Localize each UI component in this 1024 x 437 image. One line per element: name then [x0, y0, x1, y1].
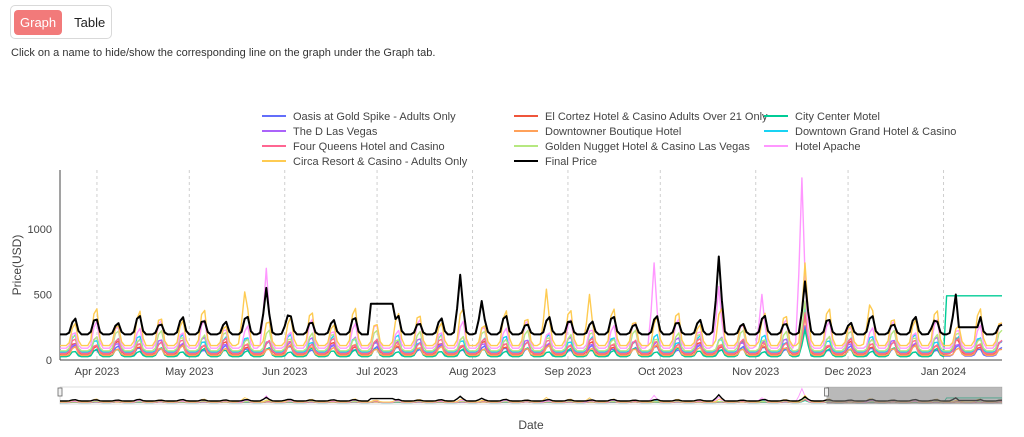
- x-tick-label: Aug 2023: [449, 366, 496, 378]
- series-line[interactable]: [60, 177, 1003, 349]
- series-line[interactable]: [60, 255, 1003, 336]
- legend-label: Four Queens Hotel and Casino: [293, 141, 445, 153]
- legend-label: The D Las Vegas: [293, 126, 378, 138]
- x-tick-label: May 2023: [165, 366, 213, 378]
- legend-label: Oasis at Gold Spike - Adults Only: [293, 111, 456, 123]
- range-shade: [826, 387, 1002, 404]
- legend-item[interactable]: Final Price: [514, 156, 597, 168]
- series-line[interactable]: [60, 312, 1003, 355]
- legend-label: Golden Nugget Hotel & Casino Las Vegas: [545, 141, 750, 153]
- series-line[interactable]: [60, 262, 1003, 347]
- range-handle[interactable]: [57, 387, 63, 397]
- legend-item[interactable]: Circa Resort & Casino - Adults Only: [262, 156, 468, 168]
- x-tick-label: Dec 2023: [825, 366, 872, 378]
- legend-label: Downtown Grand Hotel & Casino: [795, 126, 956, 138]
- y-tick-label: 0: [46, 355, 52, 367]
- legend-item[interactable]: Downtowner Boutique Hotel: [514, 126, 681, 138]
- y-tick-label: 500: [34, 289, 52, 301]
- y-tick-label: 1000: [28, 224, 52, 236]
- x-tick-label: Apr 2023: [75, 366, 120, 378]
- x-tick-label: Jul 2023: [356, 366, 398, 378]
- legend-item[interactable]: The D Las Vegas: [262, 126, 378, 138]
- legend-label: Final Price: [545, 156, 597, 168]
- y-axis-title: Price(USD): [10, 235, 24, 296]
- legend-item[interactable]: Hotel Apache: [764, 141, 860, 153]
- legend-label: Downtowner Boutique Hotel: [545, 126, 681, 138]
- legend: Oasis at Gold Spike - Adults Only El Cort…: [262, 111, 956, 168]
- legend-item[interactable]: El Cortez Hotel & Casino Adults Over 21 …: [514, 111, 768, 123]
- price-chart[interactable]: Oasis at Gold Spike - Adults Only El Cort…: [0, 100, 1024, 437]
- instruction-text: Click on a name to hide/show the corresp…: [11, 47, 436, 59]
- legend-label: City Center Motel: [795, 111, 880, 123]
- series-line[interactable]: [60, 316, 1003, 357]
- legend-label: El Cortez Hotel & Casino Adults Over 21 …: [545, 111, 768, 123]
- series-line[interactable]: [60, 295, 1002, 358]
- tab-graph[interactable]: Graph: [14, 9, 63, 35]
- legend-item[interactable]: Oasis at Gold Spike - Adults Only: [262, 111, 456, 123]
- x-tick-label: Jun 2023: [262, 366, 307, 378]
- series-line[interactable]: [60, 300, 1003, 352]
- legend-item[interactable]: City Center Motel: [764, 111, 880, 123]
- range-handle[interactable]: [824, 387, 829, 397]
- legend-item[interactable]: Downtown Grand Hotel & Casino: [764, 126, 956, 138]
- x-tick-label: Nov 2023: [732, 366, 779, 378]
- view-tabs: Graph Table: [10, 5, 112, 39]
- series-lines: [60, 177, 1003, 358]
- legend-label: Circa Resort & Casino - Adults Only: [293, 156, 468, 168]
- x-axis-title: Date: [518, 418, 544, 432]
- x-tick-label: Oct 2023: [638, 366, 683, 378]
- legend-label: Hotel Apache: [795, 141, 860, 153]
- legend-item[interactable]: Golden Nugget Hotel & Casino Las Vegas: [514, 141, 750, 153]
- x-tick-label: Jan 2024: [921, 366, 966, 378]
- legend-item[interactable]: Four Queens Hotel and Casino: [262, 141, 445, 153]
- x-tick-label: Sep 2023: [544, 366, 591, 378]
- tab-table[interactable]: Table: [74, 14, 106, 30]
